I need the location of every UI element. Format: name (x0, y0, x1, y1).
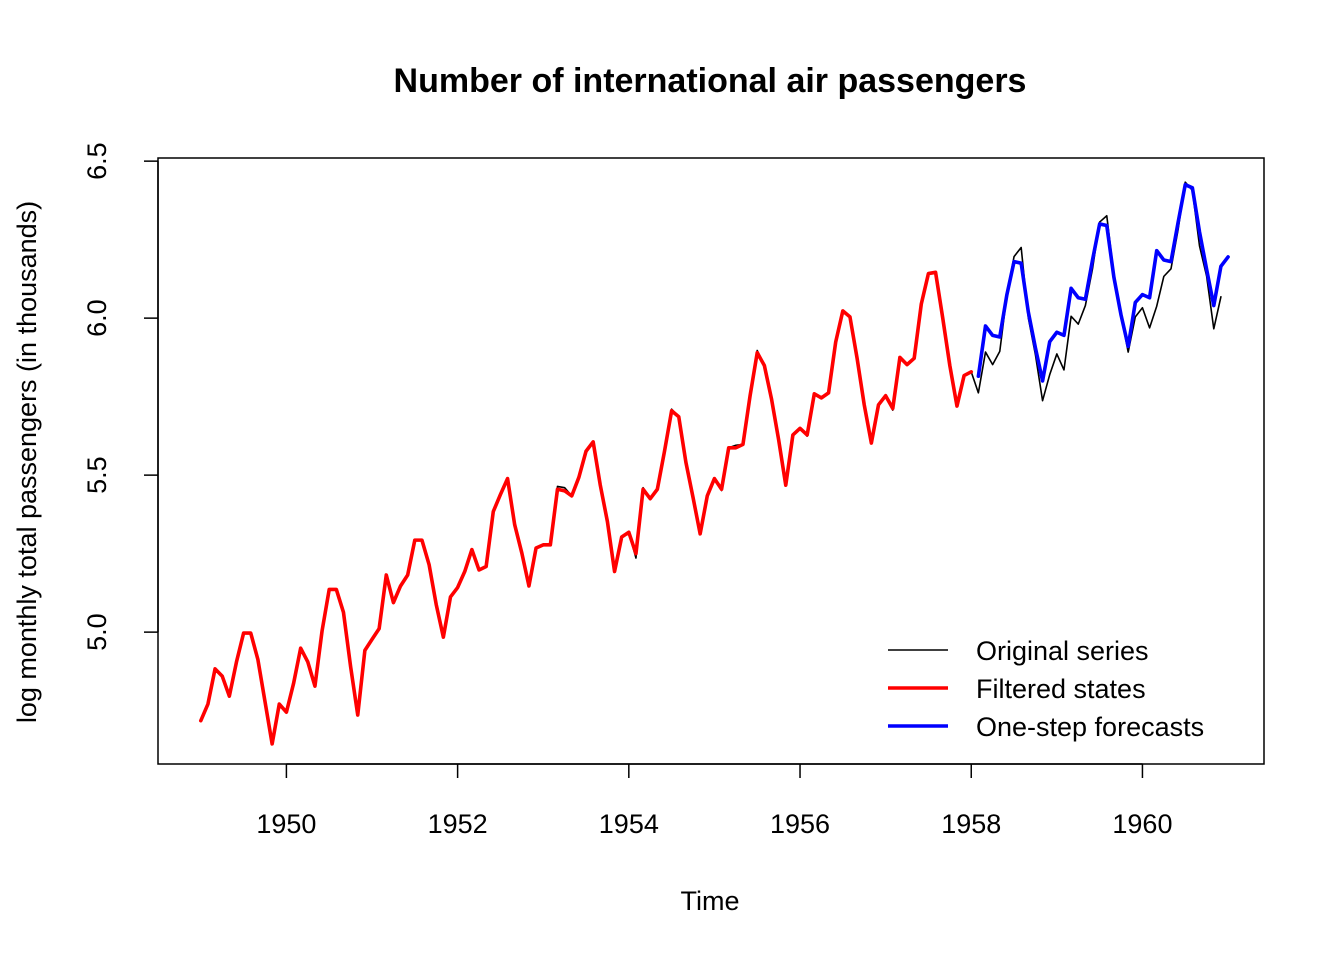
y-tick-label: 5.5 (82, 456, 112, 494)
x-tick-label: 1952 (428, 809, 488, 839)
x-tick-label: 1960 (1112, 809, 1172, 839)
y-axis: 5.0 5.5 6.0 6.5 (82, 142, 159, 651)
x-tick-label: 1958 (941, 809, 1001, 839)
series-line-forecast (976, 182, 1230, 383)
y-tick-label: 6.0 (82, 299, 112, 337)
x-axis-label: Time (681, 886, 740, 916)
x-axis: 1950 1952 1954 1956 1958 1960 (256, 763, 1172, 839)
x-tick-label: 1956 (770, 809, 830, 839)
series-layer (199, 181, 1230, 746)
legend: Original series Filtered states One-step… (888, 636, 1204, 742)
y-axis-label: log monthly total passengers (in thousan… (12, 201, 42, 723)
x-tick-label: 1950 (256, 809, 316, 839)
x-tick-label: 1954 (599, 809, 659, 839)
legend-label-filtered: Filtered states (976, 674, 1146, 704)
legend-label-original: Original series (976, 636, 1149, 666)
y-tick-label: 6.5 (82, 142, 112, 180)
chart-title: Number of international air passengers (394, 62, 1027, 100)
y-tick-label: 5.0 (82, 613, 112, 651)
series-line-filtered (199, 270, 974, 746)
legend-label-forecast: One-step forecasts (976, 712, 1204, 742)
